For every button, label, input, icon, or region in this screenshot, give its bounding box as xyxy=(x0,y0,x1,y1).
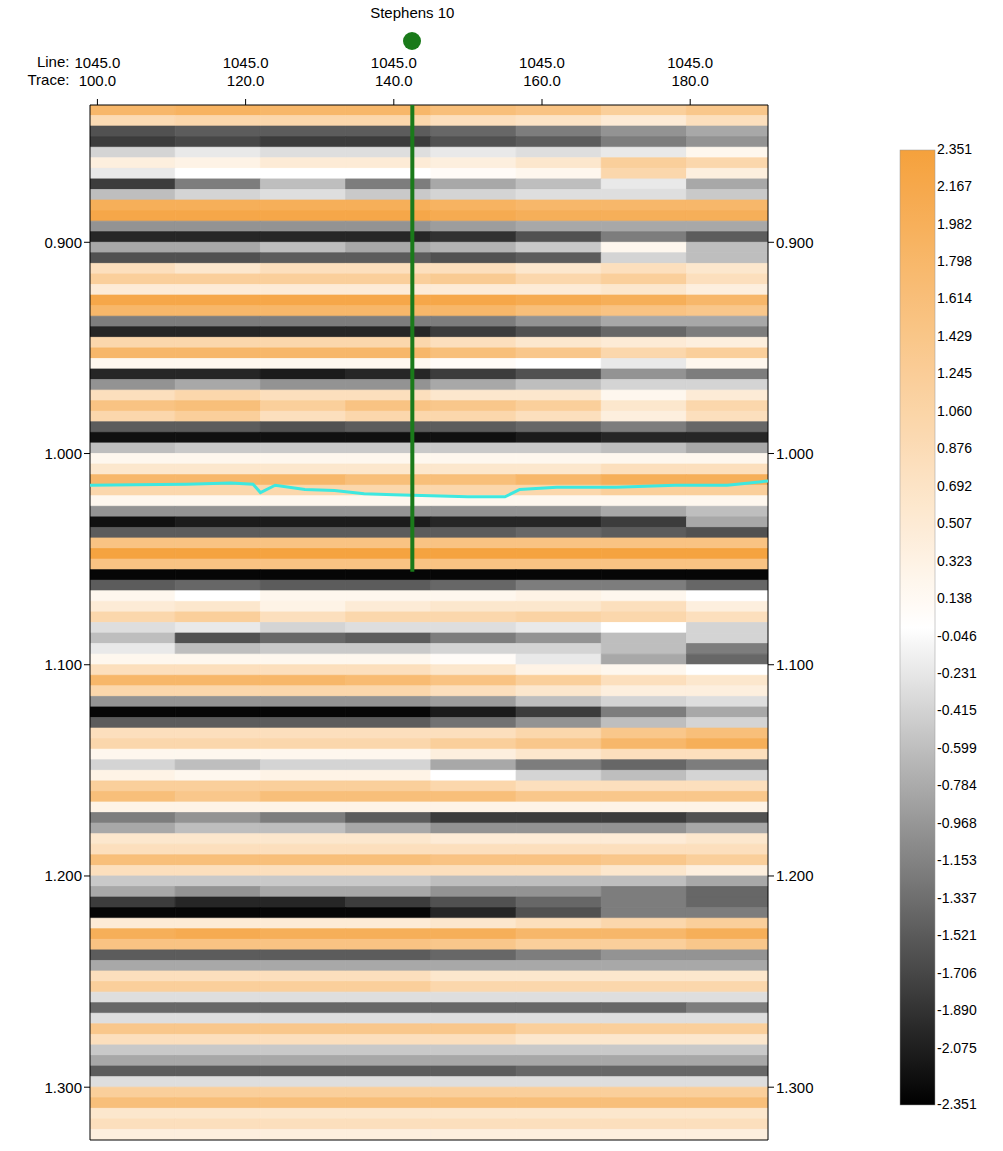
svg-text:1.200: 1.200 xyxy=(44,867,82,884)
svg-text:1045.0: 1045.0 xyxy=(667,54,713,71)
svg-text:1.060: 1.060 xyxy=(937,403,972,419)
svg-text:1.614: 1.614 xyxy=(937,290,972,306)
svg-text:-0.784: -0.784 xyxy=(937,777,977,793)
svg-text:180.0: 180.0 xyxy=(671,72,709,89)
svg-text:-1.706: -1.706 xyxy=(937,965,977,981)
svg-text:1.000: 1.000 xyxy=(776,445,814,462)
svg-text:2.351: 2.351 xyxy=(937,141,972,157)
svg-text:1.000: 1.000 xyxy=(44,445,82,462)
svg-text:100.0: 100.0 xyxy=(79,72,117,89)
svg-text:-1.890: -1.890 xyxy=(937,1002,977,1018)
svg-text:-0.599: -0.599 xyxy=(937,740,977,756)
svg-text:-2.075: -2.075 xyxy=(937,1040,977,1056)
svg-text:-2.351: -2.351 xyxy=(937,1096,977,1112)
svg-text:1.429: 1.429 xyxy=(937,328,972,344)
html-text:Stephens 10: Stephens 10 xyxy=(370,4,455,21)
svg-text:-0.415: -0.415 xyxy=(937,702,977,718)
svg-text:1.798: 1.798 xyxy=(937,253,972,269)
html-text:Line:: Line: xyxy=(36,53,70,70)
svg-text:0.900: 0.900 xyxy=(776,234,814,251)
svg-text:1.100: 1.100 xyxy=(776,656,814,673)
svg-text:-0.046: -0.046 xyxy=(937,628,977,644)
svg-text:120.0: 120.0 xyxy=(227,72,265,89)
svg-text:1.300: 1.300 xyxy=(776,1079,814,1096)
svg-text:140.0: 140.0 xyxy=(375,72,413,89)
svg-text:0.138: 0.138 xyxy=(937,590,972,606)
svg-text:160.0: 160.0 xyxy=(523,72,561,89)
svg-text:0.900: 0.900 xyxy=(44,234,82,251)
svg-text:0.876: 0.876 xyxy=(937,440,972,456)
svg-text:-1.337: -1.337 xyxy=(937,890,977,906)
svg-text:1045.0: 1045.0 xyxy=(74,54,120,71)
svg-text:1045.0: 1045.0 xyxy=(223,54,269,71)
svg-text:-0.231: -0.231 xyxy=(937,665,977,681)
svg-text:1045.0: 1045.0 xyxy=(519,54,565,71)
svg-text:1.245: 1.245 xyxy=(937,365,972,381)
svg-text:0.692: 0.692 xyxy=(937,478,972,494)
svg-text:0.323: 0.323 xyxy=(937,553,972,569)
svg-text:-0.968: -0.968 xyxy=(937,815,977,831)
svg-text:-1.521: -1.521 xyxy=(937,927,977,943)
svg-text:1.300: 1.300 xyxy=(44,1079,82,1096)
html-text:Trace:: Trace: xyxy=(27,71,70,88)
svg-text:-1.153: -1.153 xyxy=(937,852,977,868)
svg-text:1.100: 1.100 xyxy=(44,656,82,673)
svg-text:1045.0: 1045.0 xyxy=(371,54,417,71)
svg-text:0.507: 0.507 xyxy=(937,515,972,531)
svg-text:1.982: 1.982 xyxy=(937,216,972,232)
svg-text:1.200: 1.200 xyxy=(776,867,814,884)
svg-text:2.167: 2.167 xyxy=(937,178,972,194)
